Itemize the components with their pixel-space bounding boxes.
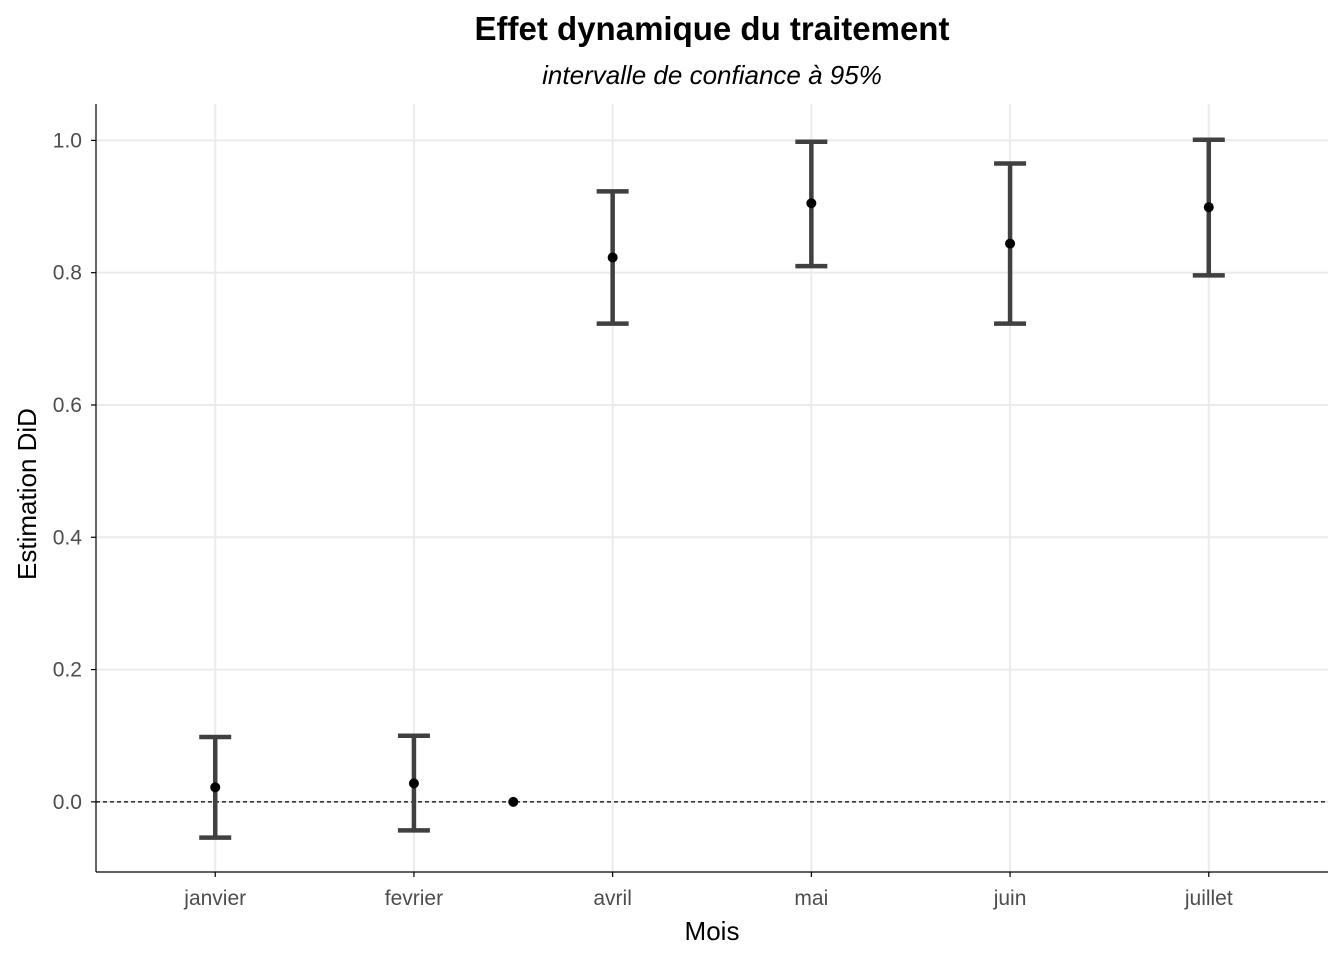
y-tick-label: 0.2 xyxy=(53,659,82,682)
y-tick-label: 0.6 xyxy=(53,394,82,417)
x-tick-label: mai xyxy=(794,887,828,910)
data-marks xyxy=(199,137,1225,840)
chart-subtitle: intervalle de confiance à 95% xyxy=(542,60,882,90)
y-tick-label: 0.0 xyxy=(53,791,82,814)
x-tick-label: avril xyxy=(593,887,632,910)
y-tick-label: 0.8 xyxy=(53,262,82,285)
estimate-point xyxy=(1005,238,1016,249)
estimate-point xyxy=(508,796,519,807)
axes xyxy=(91,104,1328,877)
estimate-point xyxy=(607,252,618,263)
y-axis-title: Estimation DiD xyxy=(12,408,42,580)
x-tick-label: fevrier xyxy=(385,887,443,910)
x-tick-label: juin xyxy=(993,887,1027,910)
y-tick-label: 1.0 xyxy=(53,129,82,152)
x-axis-title: Mois xyxy=(685,916,740,946)
x-tick-label: juillet xyxy=(1184,887,1233,910)
chart-title: Effet dynamique du traitement xyxy=(475,10,950,47)
y-tick-label: 0.4 xyxy=(53,526,83,549)
estimate-point xyxy=(806,198,817,209)
estimate-point xyxy=(210,782,221,793)
tick-labels: 0.0 0.2 0.4 0.6 0.8 1.0 janvier fevrier avril mai… xyxy=(53,129,1233,910)
gridlines xyxy=(96,104,1328,872)
x-tick-label: janvier xyxy=(183,887,246,910)
estimate-point xyxy=(1203,202,1214,213)
estimate-point xyxy=(408,778,419,789)
